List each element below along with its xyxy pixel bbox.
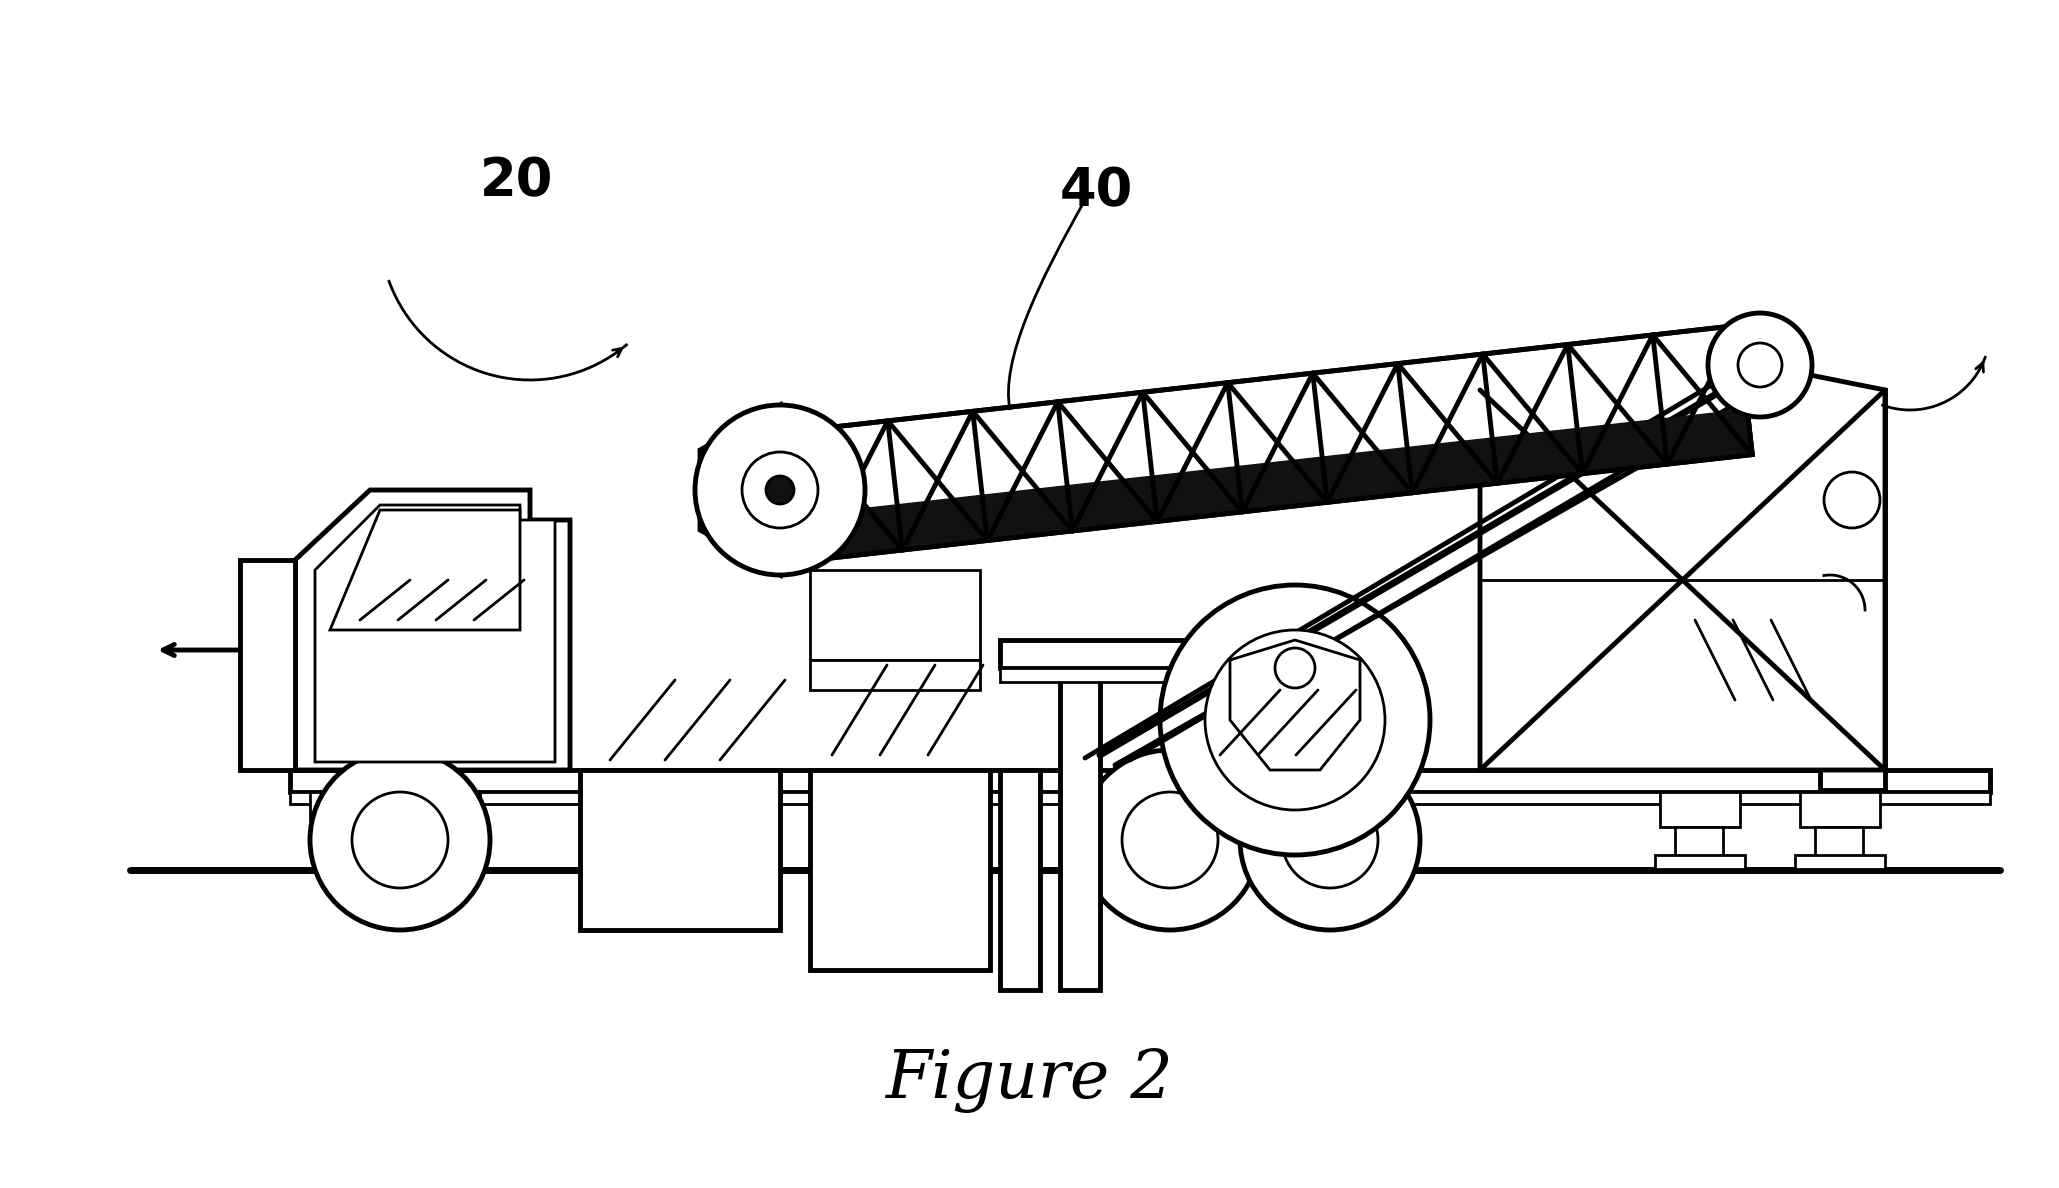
Bar bbox=[290, 792, 1989, 804]
Circle shape bbox=[1205, 630, 1386, 810]
Polygon shape bbox=[803, 326, 1752, 560]
Circle shape bbox=[1283, 792, 1377, 887]
Circle shape bbox=[1272, 699, 1318, 742]
Bar bbox=[581, 770, 780, 930]
Polygon shape bbox=[811, 410, 1752, 560]
Circle shape bbox=[741, 451, 817, 527]
Circle shape bbox=[311, 750, 490, 930]
Polygon shape bbox=[315, 505, 556, 762]
Bar bbox=[809, 661, 980, 690]
Bar bbox=[1820, 390, 1884, 790]
Bar bbox=[311, 792, 480, 820]
Circle shape bbox=[1275, 647, 1316, 688]
Text: 40: 40 bbox=[1060, 165, 1132, 217]
Circle shape bbox=[696, 405, 865, 575]
Polygon shape bbox=[700, 405, 780, 575]
Bar bbox=[1655, 855, 1744, 868]
Bar bbox=[1795, 855, 1884, 868]
Bar bbox=[1676, 827, 1723, 857]
Bar bbox=[1060, 680, 1100, 990]
Text: 20: 20 bbox=[480, 154, 554, 207]
Circle shape bbox=[1240, 750, 1421, 930]
Polygon shape bbox=[1480, 365, 1884, 770]
Bar bbox=[241, 560, 294, 770]
Bar bbox=[809, 770, 990, 969]
Circle shape bbox=[1709, 312, 1812, 417]
Circle shape bbox=[1081, 750, 1260, 930]
Bar bbox=[1001, 640, 1320, 668]
Circle shape bbox=[766, 476, 795, 504]
Bar bbox=[290, 770, 1989, 792]
Text: Figure 2: Figure 2 bbox=[885, 1048, 1174, 1113]
Bar bbox=[1001, 668, 1320, 682]
Circle shape bbox=[352, 792, 449, 887]
Circle shape bbox=[1738, 343, 1781, 387]
Bar bbox=[1814, 827, 1863, 857]
Circle shape bbox=[1122, 792, 1219, 887]
Bar bbox=[1089, 792, 1390, 814]
Bar bbox=[1680, 530, 1824, 770]
Polygon shape bbox=[294, 489, 570, 770]
Bar bbox=[1660, 792, 1740, 827]
Polygon shape bbox=[329, 510, 521, 630]
Circle shape bbox=[1159, 584, 1431, 855]
Bar bbox=[1001, 770, 1040, 990]
Bar bbox=[1800, 792, 1880, 827]
Bar bbox=[809, 570, 980, 661]
Polygon shape bbox=[1229, 640, 1361, 770]
Circle shape bbox=[1824, 472, 1880, 527]
